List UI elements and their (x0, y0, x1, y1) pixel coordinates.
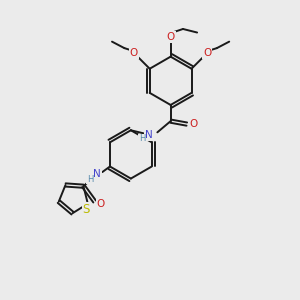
Text: H: H (139, 134, 145, 143)
Text: O: O (189, 119, 197, 129)
Text: N: N (93, 169, 101, 179)
Text: O: O (167, 32, 175, 42)
Text: O: O (96, 199, 105, 209)
Text: O: O (203, 48, 211, 59)
Text: S: S (82, 203, 90, 216)
Text: H: H (87, 175, 93, 184)
Text: N: N (145, 130, 153, 140)
Text: O: O (130, 48, 138, 59)
